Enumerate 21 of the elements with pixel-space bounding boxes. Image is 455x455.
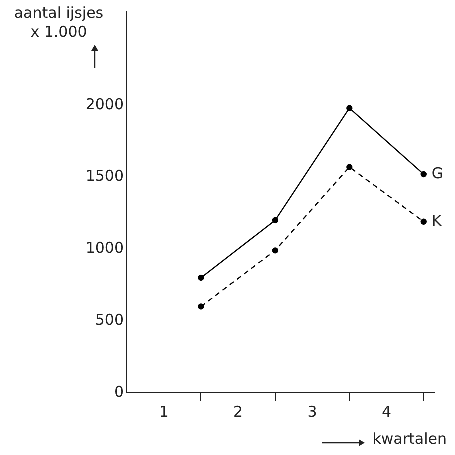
y-tick-label: 500: [95, 311, 124, 330]
point: [272, 217, 279, 224]
point: [346, 105, 353, 112]
x-tick-label: 4: [382, 402, 392, 421]
series-label: G: [432, 164, 444, 182]
y-tick-label: 1500: [86, 167, 124, 186]
series-label: K: [432, 212, 443, 230]
point: [420, 218, 427, 226]
point: [198, 274, 204, 282]
point: [346, 164, 353, 170]
point: [198, 304, 204, 310]
point: [272, 248, 279, 254]
x-tick-label: 2: [234, 402, 244, 421]
y-tick-label: 2000: [86, 95, 124, 114]
x-axis-title: kwartalen: [372, 430, 447, 448]
point: [420, 171, 427, 178]
x-tick-label: 1: [159, 402, 169, 421]
x-tick-label: 3: [308, 402, 318, 421]
y-tick-label: 0: [114, 382, 124, 401]
y-tick-label: 1000: [86, 239, 124, 258]
y-axis-title: aantal ijsjes x 1.000: [13, 4, 105, 42]
